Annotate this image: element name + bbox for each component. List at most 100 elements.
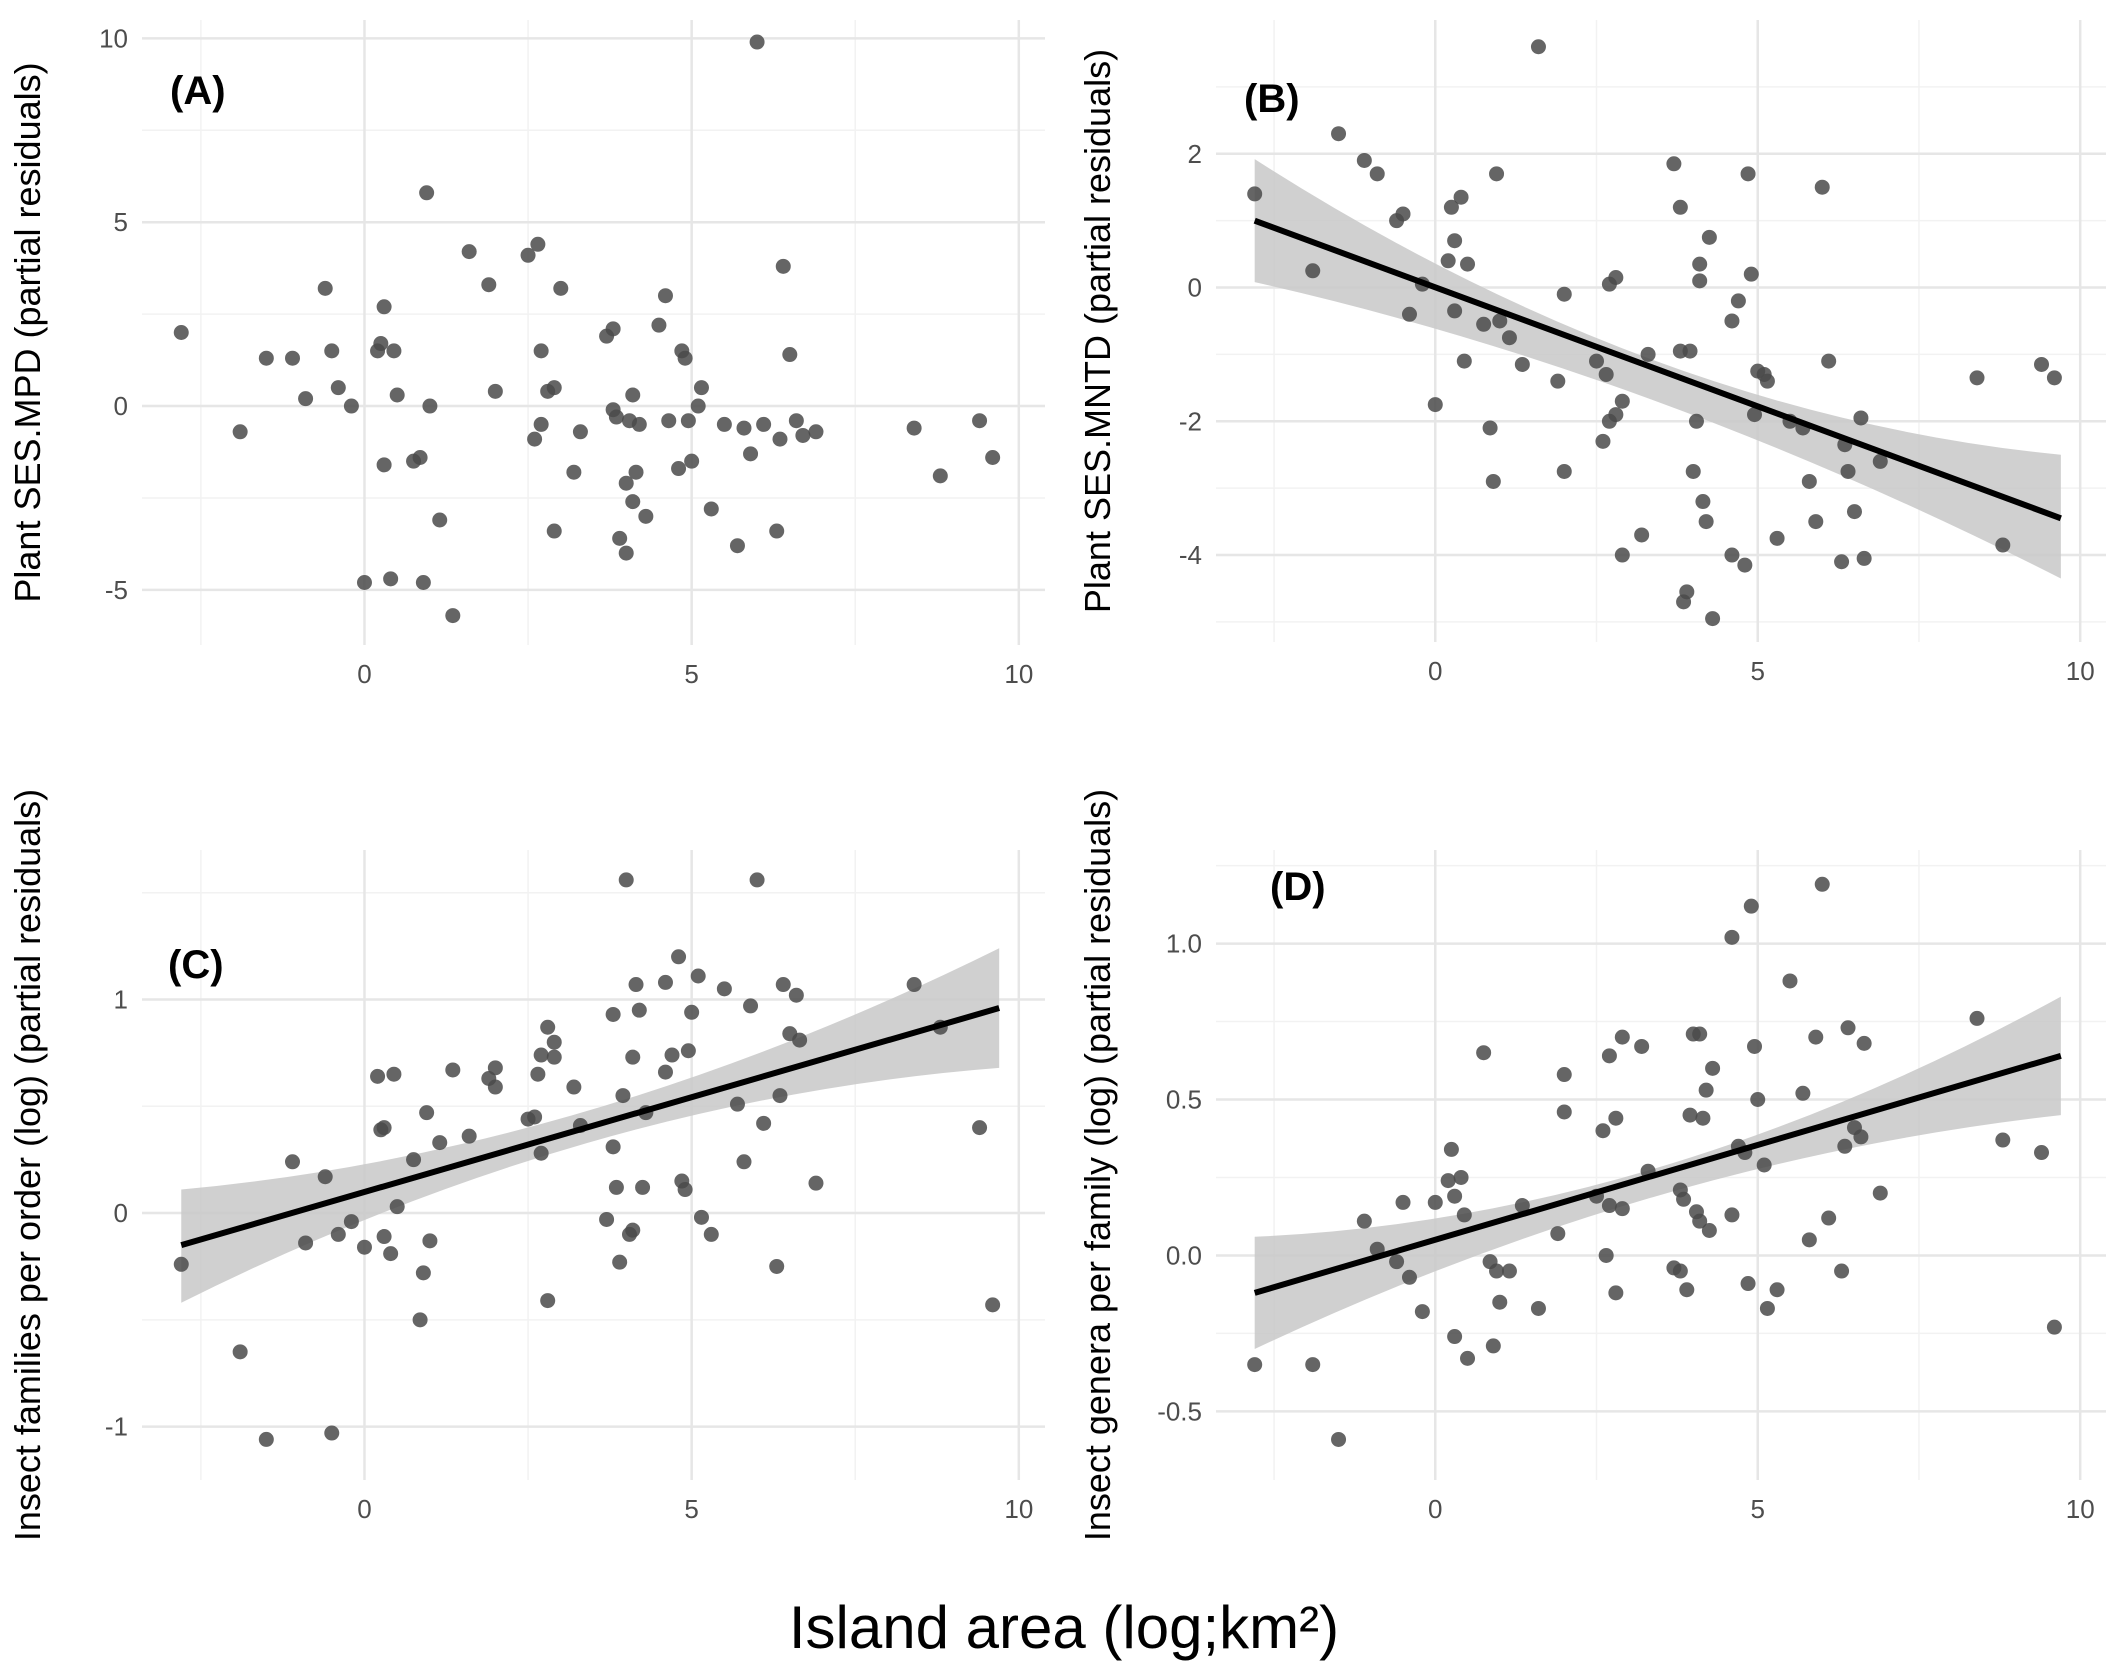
data-point bbox=[1453, 1169, 1469, 1185]
y-tick-label: 0 bbox=[114, 391, 128, 421]
data-point bbox=[1740, 166, 1756, 182]
data-point bbox=[487, 1060, 503, 1076]
data-point bbox=[932, 468, 948, 484]
data-point bbox=[631, 416, 647, 432]
data-point bbox=[317, 1169, 333, 1185]
data-point bbox=[972, 1120, 988, 1136]
data-point bbox=[1614, 1029, 1630, 1045]
data-point bbox=[1389, 1254, 1405, 1270]
y-tick-label: 10 bbox=[99, 23, 128, 53]
data-point bbox=[618, 545, 634, 561]
data-point bbox=[1608, 1285, 1624, 1301]
data-point bbox=[317, 280, 333, 296]
data-point bbox=[1460, 1350, 1476, 1366]
regression-line bbox=[1253, 217, 2062, 522]
data-point bbox=[1969, 370, 1985, 386]
data-point bbox=[445, 608, 461, 624]
data-point bbox=[1705, 1060, 1721, 1076]
data-point bbox=[530, 1066, 546, 1082]
data-point bbox=[1676, 1191, 1692, 1207]
data-point bbox=[1695, 494, 1711, 510]
y-tick-label: -1 bbox=[105, 1412, 128, 1442]
data-point bbox=[432, 512, 448, 528]
y-axis-title: Plant SES.MNTD (partial residuals) bbox=[1077, 49, 1118, 613]
data-point bbox=[677, 1182, 693, 1198]
data-point bbox=[631, 1002, 647, 1018]
data-point bbox=[716, 416, 732, 432]
y-tick-label: 0.0 bbox=[1166, 1240, 1202, 1270]
panel-c: 0 5 10 -1 0 1 (C) Insect families per order (lo… bbox=[7, 789, 1045, 1541]
panel-label: (D) bbox=[1270, 865, 1326, 909]
data-point bbox=[680, 1043, 696, 1059]
data-point bbox=[1401, 306, 1417, 322]
data-point bbox=[1724, 929, 1740, 945]
data-point bbox=[628, 464, 644, 480]
data-point bbox=[572, 424, 588, 440]
data-point bbox=[406, 1152, 422, 1168]
data-point bbox=[1556, 463, 1572, 479]
data-point bbox=[422, 398, 438, 414]
data-point bbox=[612, 530, 628, 546]
data-point bbox=[1640, 346, 1656, 362]
data-point bbox=[1692, 273, 1708, 289]
data-point bbox=[788, 413, 804, 429]
data-point bbox=[795, 427, 811, 443]
data-point bbox=[415, 575, 431, 590]
data-point bbox=[1427, 1194, 1443, 1210]
data-point bbox=[1414, 1304, 1430, 1320]
data-point bbox=[383, 571, 399, 587]
data-point bbox=[1724, 547, 1740, 563]
data-point bbox=[1801, 473, 1817, 489]
data-point bbox=[1692, 256, 1708, 272]
data-point bbox=[324, 343, 340, 359]
data-point bbox=[664, 1047, 680, 1063]
data-point bbox=[1995, 537, 2011, 553]
data-point bbox=[1514, 1198, 1530, 1214]
data-point bbox=[422, 1233, 438, 1249]
data-point bbox=[1730, 293, 1746, 309]
data-point bbox=[1747, 1038, 1763, 1054]
data-point bbox=[1814, 876, 1830, 892]
data-point bbox=[1492, 313, 1508, 329]
data-point bbox=[651, 317, 667, 333]
data-point bbox=[605, 1139, 621, 1155]
data-point bbox=[1595, 433, 1611, 449]
x-tick-label: 5 bbox=[684, 659, 698, 689]
data-point bbox=[736, 1154, 752, 1170]
data-point bbox=[1530, 1300, 1546, 1316]
data-point bbox=[1369, 166, 1385, 182]
data-point bbox=[612, 1254, 628, 1270]
y-axis-title: Plant SES.MPD (partial residuals) bbox=[7, 62, 48, 602]
data-point bbox=[638, 508, 654, 524]
data-point bbox=[1743, 266, 1759, 282]
data-point bbox=[1814, 179, 1830, 195]
data-point bbox=[487, 1079, 503, 1095]
data-point bbox=[749, 34, 765, 50]
data-point bbox=[1695, 1110, 1711, 1126]
data-point bbox=[1692, 1026, 1708, 1042]
data-point bbox=[461, 1128, 477, 1144]
data-point bbox=[703, 1226, 719, 1242]
data-point bbox=[1550, 1226, 1566, 1242]
data-point bbox=[1485, 1338, 1501, 1354]
panel-b: 0 5 10 -4 -2 0 2 (B) Plant SES.MNTD (partial res… bbox=[1077, 20, 2106, 686]
data-point bbox=[553, 280, 569, 296]
data-point bbox=[1608, 407, 1624, 423]
data-point bbox=[1995, 1132, 2011, 1148]
data-point bbox=[298, 391, 314, 407]
y-tick-label: 1.0 bbox=[1166, 929, 1202, 959]
data-point bbox=[432, 1135, 448, 1151]
data-point bbox=[445, 1062, 461, 1078]
y-tick-label: -0.5 bbox=[1157, 1396, 1202, 1426]
data-point bbox=[1856, 1035, 1872, 1051]
data-point bbox=[1356, 1213, 1372, 1229]
data-point bbox=[1759, 373, 1775, 389]
x-tick-label: 5 bbox=[1751, 1494, 1765, 1524]
data-point bbox=[540, 1019, 556, 1035]
data-point bbox=[985, 1297, 1001, 1313]
data-point bbox=[625, 387, 641, 403]
data-point bbox=[769, 1258, 785, 1274]
data-point bbox=[376, 299, 392, 315]
data-point bbox=[782, 347, 798, 363]
